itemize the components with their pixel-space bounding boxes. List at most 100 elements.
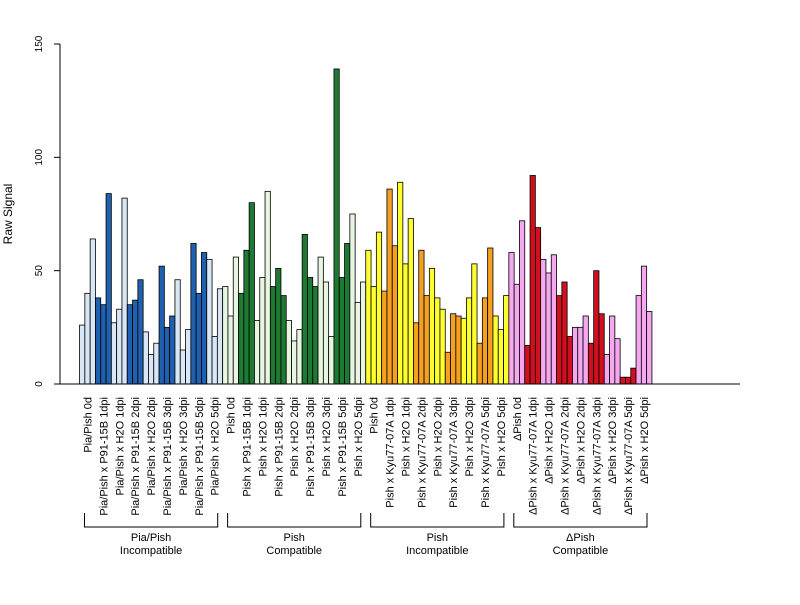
bar	[476, 342, 483, 385]
x-tick-label: Pia/Pish x H2O 2dpi	[146, 397, 158, 495]
bar	[524, 345, 531, 385]
x-tick-label: Pish x H2O 3dpi	[321, 397, 333, 476]
bar	[540, 258, 547, 385]
bar	[280, 295, 287, 385]
bar	[312, 286, 319, 385]
bar	[158, 265, 165, 385]
bar	[169, 315, 176, 385]
x-tick-label: Pia/Pish x P91-15B 1dpi	[98, 397, 110, 516]
bar	[190, 243, 197, 385]
x-tick-label: Pish x H2O 5dpi	[496, 397, 508, 476]
group-label-line2: Incompatible	[120, 545, 182, 557]
bar	[503, 295, 510, 385]
x-tick-label: Pish x P91-15B 5dpi	[337, 397, 349, 497]
bar	[137, 279, 144, 385]
x-tick-label: Pish x H2O 1dpi	[257, 397, 269, 476]
bar	[402, 263, 409, 385]
bar	[397, 181, 404, 385]
bar	[444, 351, 451, 385]
bar	[132, 299, 139, 385]
x-tick-label: Pish 0d	[226, 397, 238, 434]
bar	[598, 313, 605, 385]
bar	[582, 315, 589, 385]
group-bracket	[370, 513, 505, 528]
bar	[126, 304, 133, 385]
bars-layer	[79, 68, 653, 385]
bar	[561, 281, 568, 385]
bar	[566, 335, 573, 385]
bar	[466, 297, 473, 385]
bar	[89, 238, 96, 385]
bar	[291, 340, 298, 385]
bar	[153, 342, 160, 385]
y-tick-label: 50	[34, 265, 45, 277]
bar	[529, 175, 536, 385]
group-bracket	[227, 513, 362, 528]
group-label-line2: Compatible	[266, 545, 322, 557]
x-tick-label: Pia/Pish 0d	[83, 397, 95, 453]
bar	[148, 354, 155, 385]
bar	[349, 213, 356, 385]
x-tick-label: Pia/Pish x P91-15B 3dpi	[162, 397, 174, 516]
bar	[285, 320, 292, 385]
bar	[84, 292, 91, 385]
bar	[275, 267, 282, 385]
bar	[216, 288, 224, 385]
bar	[423, 295, 430, 385]
x-tick-label: Pish x P91-15B 3dpi	[305, 397, 317, 497]
bar	[328, 335, 335, 385]
bar	[317, 256, 324, 385]
bar	[481, 297, 489, 385]
bar	[619, 376, 626, 385]
x-tick-label: Pish 0d	[369, 397, 381, 434]
bar	[545, 272, 552, 385]
bar	[609, 315, 616, 385]
bar	[201, 252, 208, 385]
bar	[211, 335, 218, 385]
bar	[418, 249, 425, 385]
bar	[572, 326, 579, 385]
bar	[195, 292, 202, 385]
bar	[360, 281, 367, 385]
bar	[391, 245, 398, 385]
x-tick-label: ΔPish x Kyu77-07A 2dpi	[560, 397, 572, 515]
bar	[243, 249, 250, 385]
x-tick-label: Pish x Kyu77-07A 2dpi	[416, 397, 428, 508]
bar	[105, 193, 112, 385]
x-tick-label: Pish x H2O 1dpi	[401, 397, 413, 476]
bar	[344, 243, 351, 385]
bar	[322, 281, 330, 385]
y-tick-label: 100	[34, 149, 45, 166]
group-bracket	[84, 513, 219, 528]
x-tick-label: Pish x Kyu77-07A 5dpi	[480, 397, 492, 508]
y-tick-label: 0	[34, 381, 45, 387]
x-tick-label: ΔPish x H2O 2dpi	[575, 397, 587, 484]
group-label-line1: Pish	[283, 532, 304, 544]
group-brackets: Pia/PishIncompatiblePishCompatiblePishIn…	[84, 513, 648, 557]
x-tick-label: Pish x P91-15B 2dpi	[273, 397, 285, 497]
x-tick-labels: Pia/Pish 0d Pia/Pish x P91-15B 1dpi Pia/Pi…	[83, 397, 652, 516]
bar	[370, 286, 377, 385]
bar	[492, 315, 499, 385]
bar	[95, 297, 102, 385]
bar	[519, 220, 526, 385]
x-tick-label: Pia/Pish x P91-15B 5dpi	[194, 397, 206, 516]
bar	[497, 329, 504, 385]
group-label-line1: Pish	[427, 532, 448, 544]
bar	[439, 308, 446, 385]
x-tick-label: Pish x P91-15B 1dpi	[242, 397, 254, 497]
bar	[386, 188, 393, 385]
bar	[163, 326, 171, 385]
bar	[556, 295, 563, 385]
x-tick-label: ΔPish x Kyu77-07A 1dpi	[528, 397, 540, 515]
bar	[381, 290, 388, 385]
bar	[640, 265, 648, 385]
bar	[248, 202, 255, 385]
bar	[550, 254, 557, 385]
x-tick-label: ΔPish x Kyu77-07A 3dpi	[591, 397, 603, 515]
axes-layer: Raw Signal	[1, 44, 740, 385]
bar	[365, 249, 372, 385]
bar	[185, 329, 192, 385]
bar	[206, 258, 213, 385]
